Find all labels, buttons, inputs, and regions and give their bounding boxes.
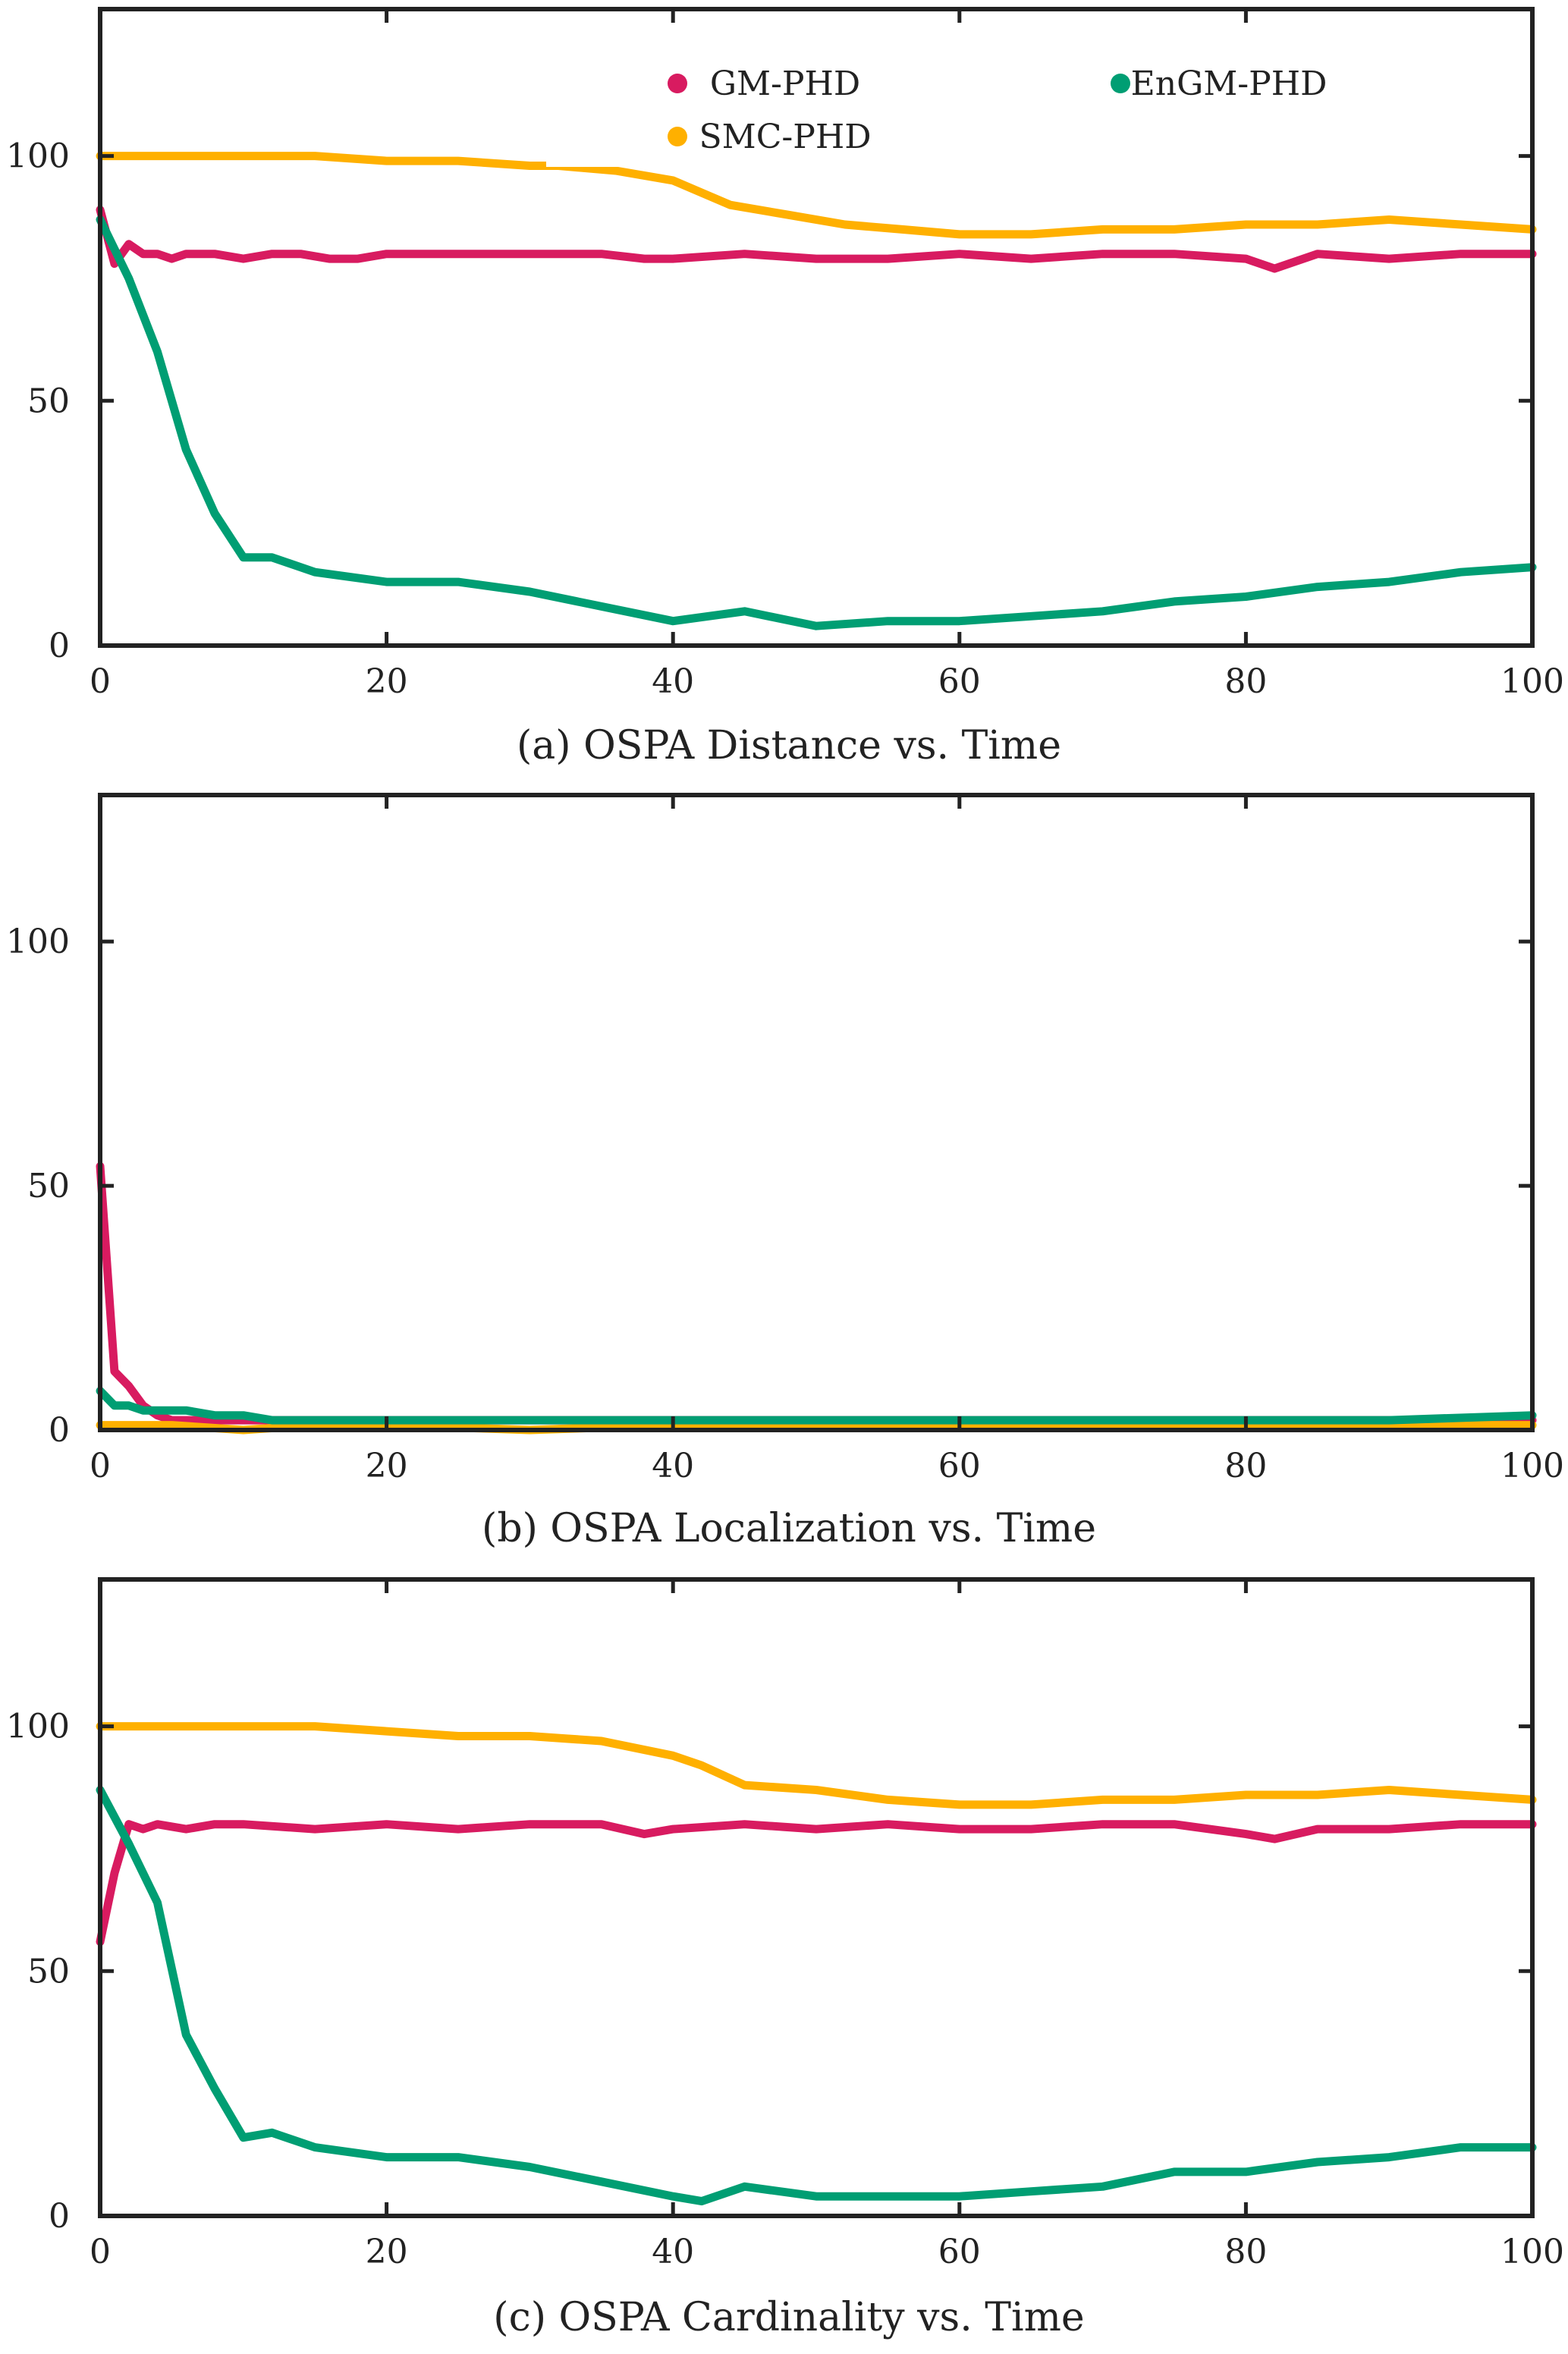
y-tick-label: 50	[27, 382, 70, 420]
legend-marker-gm-phd	[668, 74, 687, 93]
series-line-gm-phd	[96, 1161, 1537, 1425]
x-tick-label: 0	[90, 1447, 111, 1485]
x-tick-label: 60	[938, 662, 981, 701]
x-tick-label: 80	[1224, 662, 1267, 701]
x-tick-label: 40	[652, 662, 694, 701]
y-tick-label: 50	[27, 1167, 70, 1205]
panel-ospa-distance: 0 20 40 60 80 100 0 50 100 (a) OSPA Distance vs. …	[6, 7, 1564, 768]
x-tick-label: 0	[90, 2233, 111, 2271]
y-tick-label: 50	[27, 1952, 70, 1991]
series-line-smc-phd	[96, 1722, 1537, 1809]
y-tick-label: 0	[49, 2197, 70, 2236]
x-tick-label: 60	[938, 2233, 981, 2271]
x-tick-label: 80	[1224, 2233, 1267, 2271]
series-line-gm-phd	[96, 1820, 1537, 1947]
legend-marker-engm-phd	[1111, 74, 1130, 93]
y-tick-label: 100	[6, 922, 70, 961]
legend-marker-smc-phd	[668, 127, 687, 146]
series-line-engm-phd	[96, 1786, 1537, 2206]
x-tick-label: 100	[1500, 2233, 1564, 2271]
legend-label-smc-phd: SMC-PHD	[699, 118, 872, 156]
x-tick-label: 80	[1224, 1447, 1267, 1485]
legend-label-engm-phd: EnGM-PHD	[1131, 64, 1328, 103]
y-tick-label: 100	[6, 1708, 70, 1746]
axes-frame	[98, 1577, 1535, 2218]
axes-frame	[98, 793, 1535, 1432]
panel-ospa-localization: 0 20 40 60 80 100 0 50 100 (b) OSPA Localization …	[6, 793, 1564, 1551]
series-line-gm-phd	[96, 206, 1537, 273]
panel-caption: (a) OSPA Distance vs. Time	[517, 723, 1061, 768]
axes-frame	[98, 7, 1535, 648]
legend-label-gm-phd: GM-PHD	[710, 64, 860, 103]
x-tick-label: 60	[938, 1447, 981, 1485]
x-tick-label: 0	[90, 662, 111, 701]
y-tick-label: 0	[49, 627, 70, 665]
x-tick-label: 40	[652, 2233, 694, 2271]
x-tick-label: 40	[652, 1447, 694, 1485]
y-tick-label: 0	[49, 1411, 70, 1450]
x-tick-label: 100	[1500, 1447, 1564, 1485]
x-tick-label: 20	[366, 662, 408, 701]
legend: GM-PHD SMC-PHD EnGM-PHD	[546, 53, 1479, 167]
panel-caption: (b) OSPA Localization vs. Time	[482, 1506, 1096, 1551]
legend-background	[546, 53, 1479, 167]
panel-caption: (c) OSPA Cardinality vs. Time	[493, 2295, 1084, 2340]
series-line-engm-phd	[96, 215, 1537, 630]
x-tick-label: 20	[366, 1447, 408, 1485]
series-line-engm-phd	[96, 1387, 1537, 1425]
x-tick-label: 20	[366, 2233, 408, 2271]
x-tick-label: 100	[1500, 662, 1564, 701]
y-tick-label: 100	[6, 137, 70, 176]
series-line-smc-phd	[96, 152, 1537, 239]
panel-ospa-cardinality: 0 20 40 60 80 100 0 50 100 (c) OSPA Cardinality v…	[6, 1577, 1564, 2340]
